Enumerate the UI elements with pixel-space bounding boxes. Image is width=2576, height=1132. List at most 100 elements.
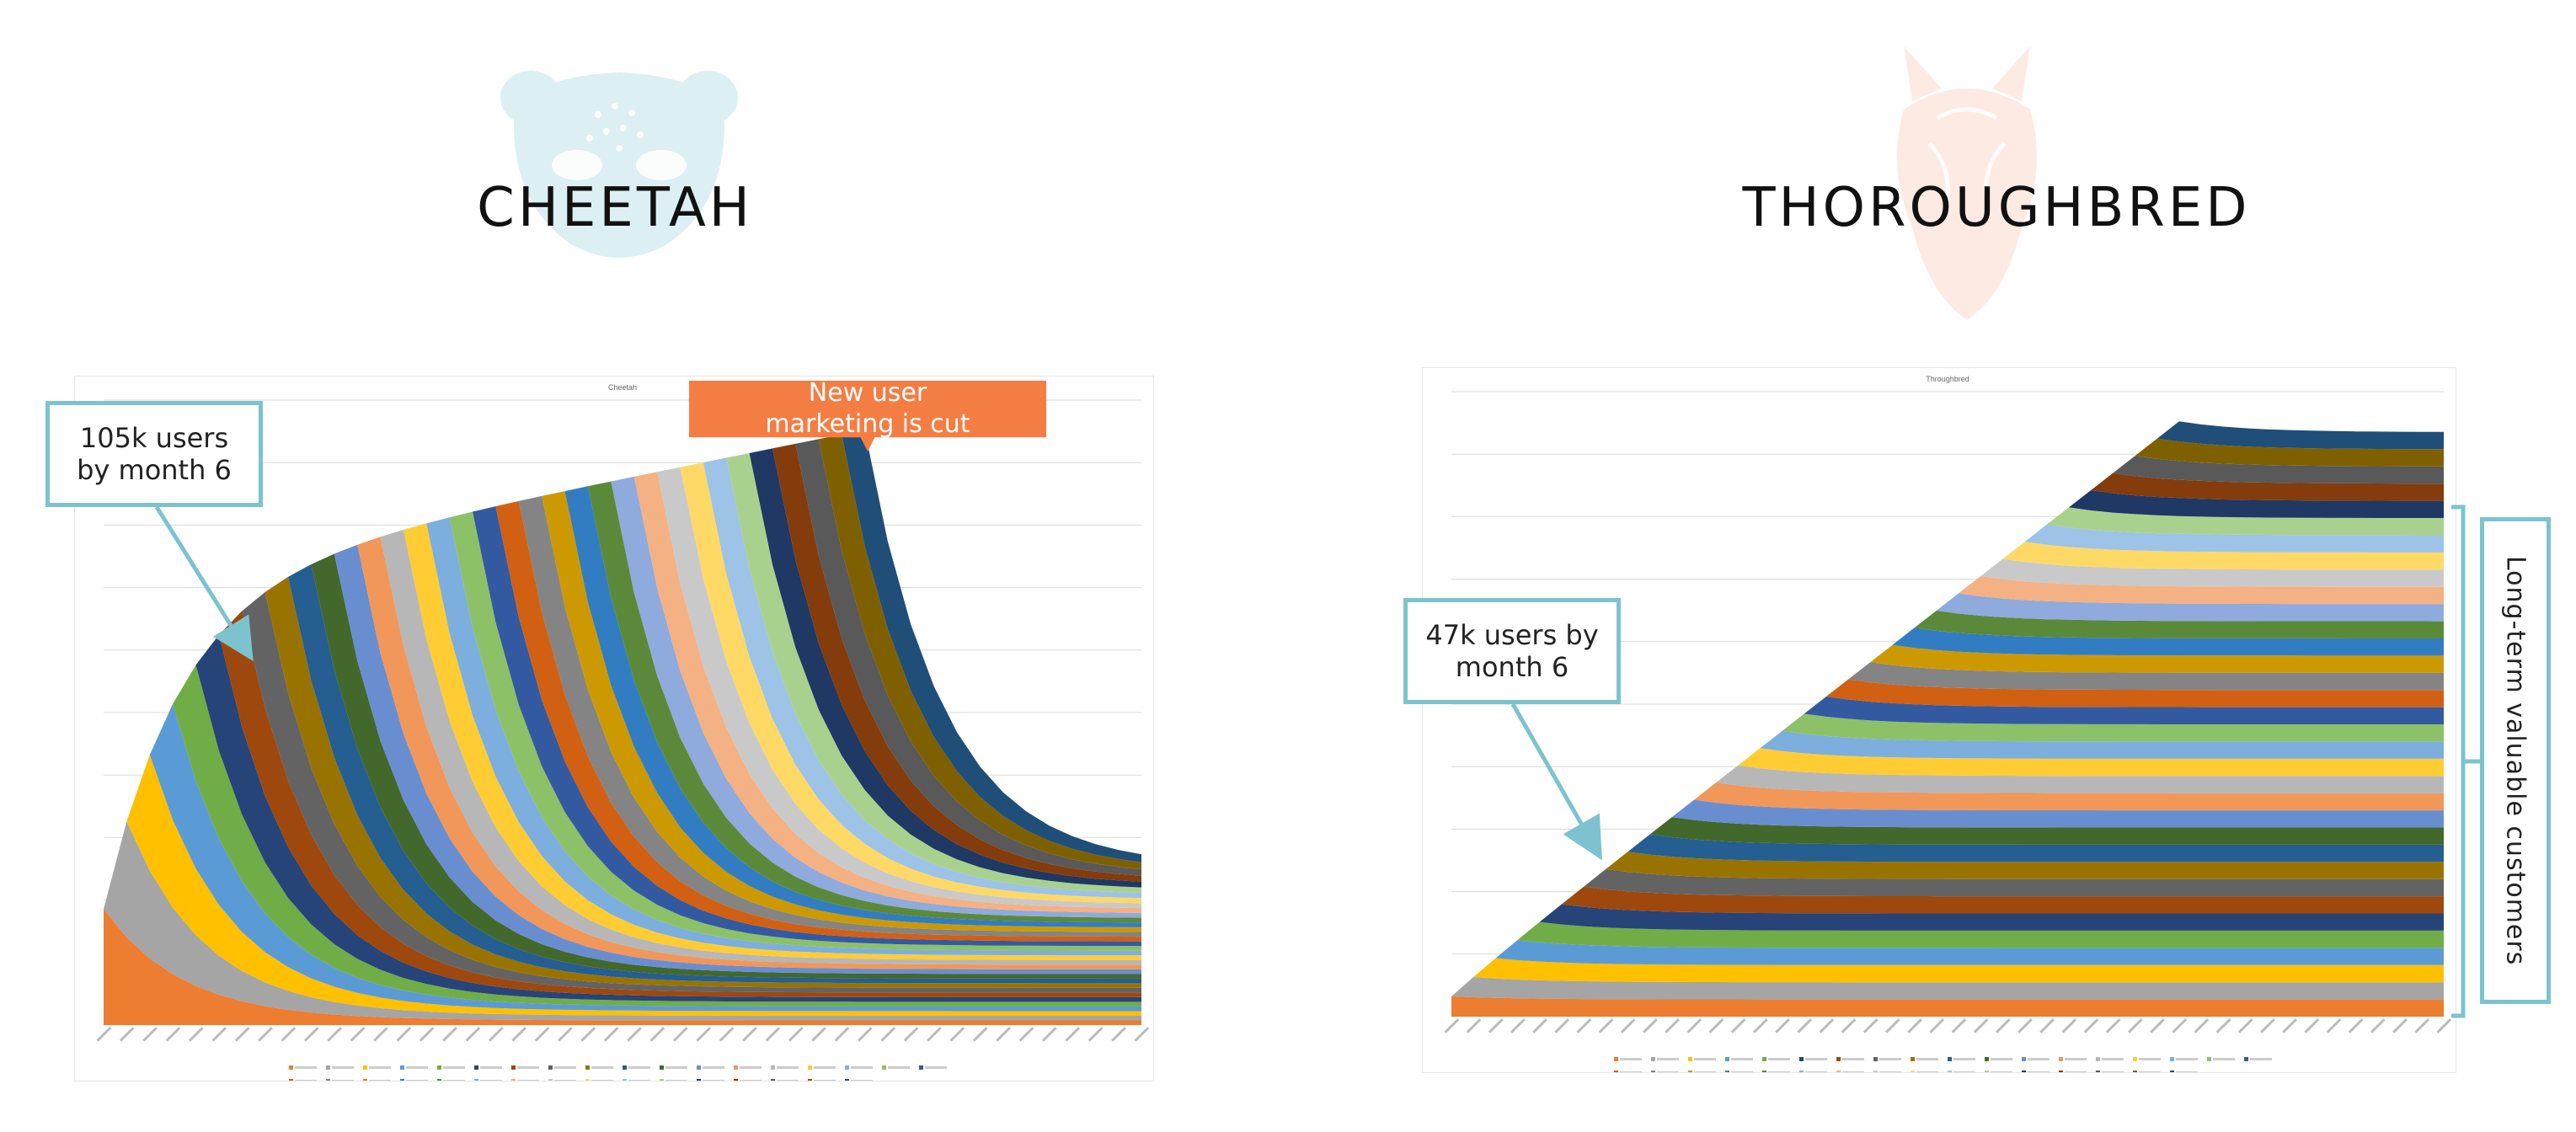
legend-entry-label: [2213, 1058, 2235, 1060]
legend-entry: [1762, 1057, 1766, 1061]
cohort-area: [1738, 748, 2444, 777]
x-tick-label: [165, 1027, 181, 1042]
x-tick-label: [2348, 1018, 2364, 1033]
legend-entry-label: [1805, 1071, 1827, 1072]
marketing-cut-text: New user marketing is cut: [765, 378, 970, 439]
legend-entry: [919, 1065, 923, 1070]
x-tick-label: [834, 1027, 850, 1042]
legend-entry-label: [1991, 1058, 2012, 1060]
x-tick-label: [1018, 1027, 1034, 1042]
cohort-area: [1671, 799, 2444, 828]
legend-entry: [474, 1079, 478, 1081]
legend-entry-label: [332, 1066, 354, 1069]
cohort-area: [2069, 490, 2444, 518]
legend-entry-label: [665, 1080, 687, 1081]
cheetah-users-text: 105k users by month 6: [77, 422, 232, 486]
x-tick-label: [442, 1027, 457, 1042]
x-tick-label: [1488, 1018, 1504, 1033]
x-tick-label: [1819, 1018, 1835, 1033]
legend-entry: [734, 1065, 738, 1070]
x-tick-label: [1753, 1018, 1768, 1033]
x-tick-label: [534, 1027, 550, 1042]
thoroughbred-chart-svg: Throughbred: [1444, 375, 2452, 1072]
legend-entry-label: [1768, 1058, 1790, 1060]
legend-entry-label: [777, 1066, 799, 1069]
x-tick-label: [1929, 1018, 1945, 1033]
x-tick-label: [211, 1027, 227, 1042]
x-tick-label: [1466, 1018, 1482, 1033]
x-tick-label: [2105, 1018, 2121, 1033]
legend-entry-label: [591, 1080, 613, 1081]
x-tick-label: [281, 1027, 297, 1042]
x-tick-label: [2039, 1018, 2055, 1033]
legend-entry: [1688, 1071, 1692, 1072]
legend-entry-label: [628, 1066, 650, 1069]
legend-entry: [1948, 1057, 1952, 1061]
legend-entry-label: [332, 1080, 354, 1081]
legend-entry-label: [1657, 1071, 1679, 1072]
x-tick-label: [465, 1027, 481, 1042]
legend-entry-label: [369, 1066, 391, 1069]
x-tick-label: [2370, 1018, 2386, 1033]
horse-head-icon: [1897, 46, 2037, 320]
cohort-area: [703, 457, 1141, 899]
legend-entry-label: [295, 1080, 317, 1081]
legend-entry-label: [1991, 1071, 2012, 1072]
x-tick-label: [1042, 1027, 1057, 1042]
x-tick-label: [1532, 1018, 1547, 1033]
legend-entry: [1873, 1057, 1878, 1061]
x-tick-label: [1576, 1018, 1592, 1033]
legend-entry: [585, 1079, 590, 1081]
legend-entry: [2170, 1071, 2174, 1072]
cohort-area: [2024, 524, 2444, 553]
legend-entry-label: [1768, 1071, 1790, 1072]
x-tick-label: [1841, 1018, 1857, 1033]
legend-entry: [1799, 1057, 1804, 1061]
legend-entry-label: [814, 1066, 836, 1069]
legend-entry-label: [1953, 1058, 1975, 1060]
legend-entry: [1725, 1057, 1729, 1061]
legend-entry-label: [1842, 1071, 1864, 1072]
x-tick-label: [2018, 1018, 2033, 1033]
legend-entry: [660, 1065, 664, 1070]
legend-entry-label: [1731, 1071, 1753, 1072]
x-tick-label: [234, 1027, 250, 1042]
legend-entry-label: [1953, 1071, 1975, 1072]
legend-entry-label: [1916, 1058, 1938, 1060]
legend-entry: [845, 1065, 849, 1070]
x-tick-label: [2237, 1018, 2253, 1033]
x-tick-label: [2061, 1018, 2077, 1033]
x-tick-label: [1598, 1018, 1614, 1033]
legend-entry-label: [2065, 1058, 2087, 1060]
cohort-area: [1914, 610, 2444, 638]
legend-entry-label: [2102, 1071, 2124, 1072]
legend-entry: [697, 1065, 701, 1070]
x-tick-label: [996, 1027, 1011, 1042]
cohort-area: [657, 467, 1141, 909]
x-tick-label: [742, 1027, 757, 1042]
legend-entry: [2059, 1071, 2063, 1072]
x-tick-label: [558, 1027, 573, 1042]
legend-entry-label: [703, 1080, 724, 1081]
cohort-area: [1517, 921, 2444, 948]
x-tick-label: [1111, 1027, 1126, 1042]
x-tick-label: [119, 1027, 135, 1042]
legend-entry-label: [1916, 1071, 1938, 1072]
x-tick-label: [949, 1027, 965, 1042]
legend-entry-label: [2065, 1071, 2087, 1072]
x-tick-label: [258, 1027, 273, 1042]
cohort-area: [1539, 904, 2444, 931]
legend-entry: [2133, 1057, 2137, 1061]
cohort-area: [1760, 730, 2444, 759]
legend-entry-label: [1879, 1058, 1901, 1060]
legend-entry-label: [443, 1066, 465, 1069]
cohort-area: [1959, 576, 2444, 605]
legend-entry: [363, 1065, 367, 1070]
x-tick-label: [1995, 1018, 2011, 1033]
x-tick-label: [373, 1027, 388, 1042]
cohort-area: [1716, 765, 2444, 793]
legend-entry-label: [2250, 1058, 2272, 1060]
long-term-customers-label: Long-term valuable customers: [2480, 517, 2551, 1004]
x-tick-label: [1775, 1018, 1790, 1033]
cohort-area: [1870, 644, 2444, 673]
